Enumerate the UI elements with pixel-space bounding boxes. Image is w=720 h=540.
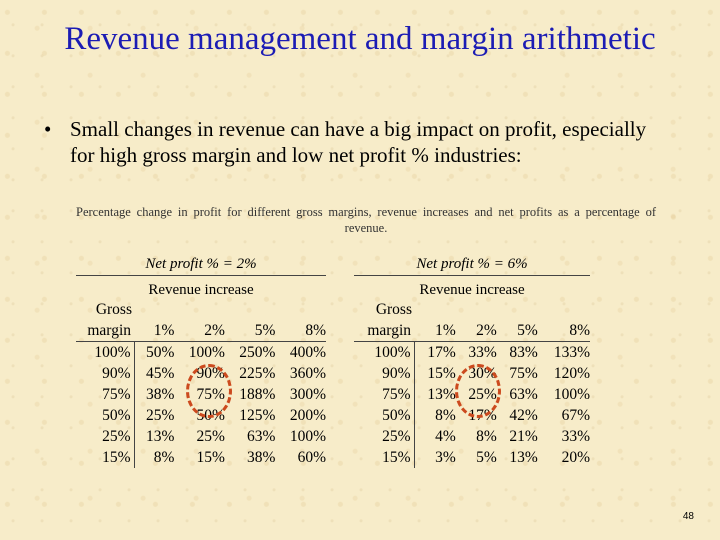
page-number: 48 [682,511,694,522]
table-cell: 125% [239,407,276,424]
table-cell: 133% [553,344,590,361]
row-header: 100% [76,341,135,363]
table-cell: 63% [509,386,538,403]
bullet-text: Small changes in revenue can have a big … [70,117,647,167]
table-cell: 38% [247,449,276,466]
table-row: 15% 3% 5% 13% 20% [354,447,590,468]
table-cell: 33% [561,428,590,445]
net-profit-label: Net profit % = 6% [354,254,590,276]
row-header: 90% [354,363,415,384]
table-cell: 360% [289,365,326,382]
column-header: 5% [496,320,538,342]
table-cell: 21% [509,428,538,445]
table-cell: 63% [247,428,276,445]
table-cell: 75% [509,365,538,382]
table-cell: 225% [239,365,276,382]
table-cell: 60% [297,449,326,466]
row-header: 75% [354,384,415,405]
table-cell: 13% [427,386,456,403]
table-cell: 67% [561,407,590,424]
column-header: 1% [414,320,456,342]
revenue-increase-label: Revenue increase [419,282,525,298]
table-cell: 250% [239,344,276,361]
row-header: 50% [354,405,415,426]
table-cell: 15% [196,449,225,466]
table-cell: 42% [509,407,538,424]
table-cell: 13% [145,428,175,445]
table-cell: 25% [196,428,225,445]
row-header: 25% [76,426,135,447]
profit-table-2pct: Net profit % = 2% Revenue increase Gross… [76,254,326,468]
bullet-marker: • [44,117,52,141]
row-header: 25% [354,426,415,447]
table-row: 50% 25% 50% 125% 200% [76,405,326,426]
column-header: 8% [537,320,590,342]
revenue-increase-label: Revenue increase [148,282,254,298]
column-header: 5% [224,320,276,342]
gross-header: Gross [375,301,412,318]
slide-title: Revenue management and margin arithmetic [64,21,656,57]
table-cell: 45% [145,365,175,382]
column-header: 1% [134,320,175,342]
table-cell: 8% [153,449,175,466]
column-header: 8% [275,320,326,342]
table-cell: 4% [435,428,456,445]
table-cell: 120% [553,365,590,382]
table-cell: 5% [476,449,497,466]
table-cell: 20% [561,449,590,466]
row-header: 15% [354,447,415,468]
table-cell: 25% [145,407,175,424]
table-cell: 15% [427,365,456,382]
gross-header: Gross [95,301,132,318]
table-cell: 100% [289,428,326,445]
table-cell: 38% [145,386,175,403]
table-cell: 8% [476,428,497,445]
table-cell: 188% [239,386,276,403]
row-header: 100% [354,341,415,363]
table-row: 100% 50% 100% 250% 400% [76,341,326,363]
column-header: 2% [455,320,497,342]
table-cell: 8% [435,407,456,424]
column-header: margin [76,320,134,342]
column-header: 2% [174,320,225,342]
profit-table: Gross margin 1% 2% 5% 8% 100% 50% 100% 2… [76,300,326,468]
table-cell: 3% [435,449,456,466]
table-cell: 17% [427,344,456,361]
row-header: 15% [76,447,135,468]
table-row: 25% 4% 8% 21% 33% [354,426,590,447]
table-cell: 200% [289,407,326,424]
table-row: 100% 17% 33% 83% 133% [354,341,590,363]
table-cell: 100% [188,344,225,361]
highlight-circle-left [186,364,232,418]
table-cell: 83% [509,344,538,361]
table-cell: 300% [289,386,326,403]
table-row: 25% 13% 25% 63% 100% [76,426,326,447]
highlight-circle-right [455,364,501,418]
table-cell: 100% [553,386,590,403]
table-caption: Percentage change in profit for differen… [76,205,656,235]
table-cell: 400% [289,344,326,361]
net-profit-label: Net profit % = 2% [76,254,326,276]
row-header: 75% [76,384,135,405]
profit-table-6pct: Net profit % = 6% Revenue increase Gross… [354,254,590,468]
bullet-point: • Small changes in revenue can have a bi… [44,116,664,168]
table-cell: 33% [468,344,497,361]
column-header: margin [354,320,414,342]
table-cell: 50% [145,344,175,361]
row-header: 90% [76,363,135,384]
table-row: 15% 8% 15% 38% 60% [76,447,326,468]
table-cell: 13% [509,449,538,466]
row-header: 50% [76,405,135,426]
